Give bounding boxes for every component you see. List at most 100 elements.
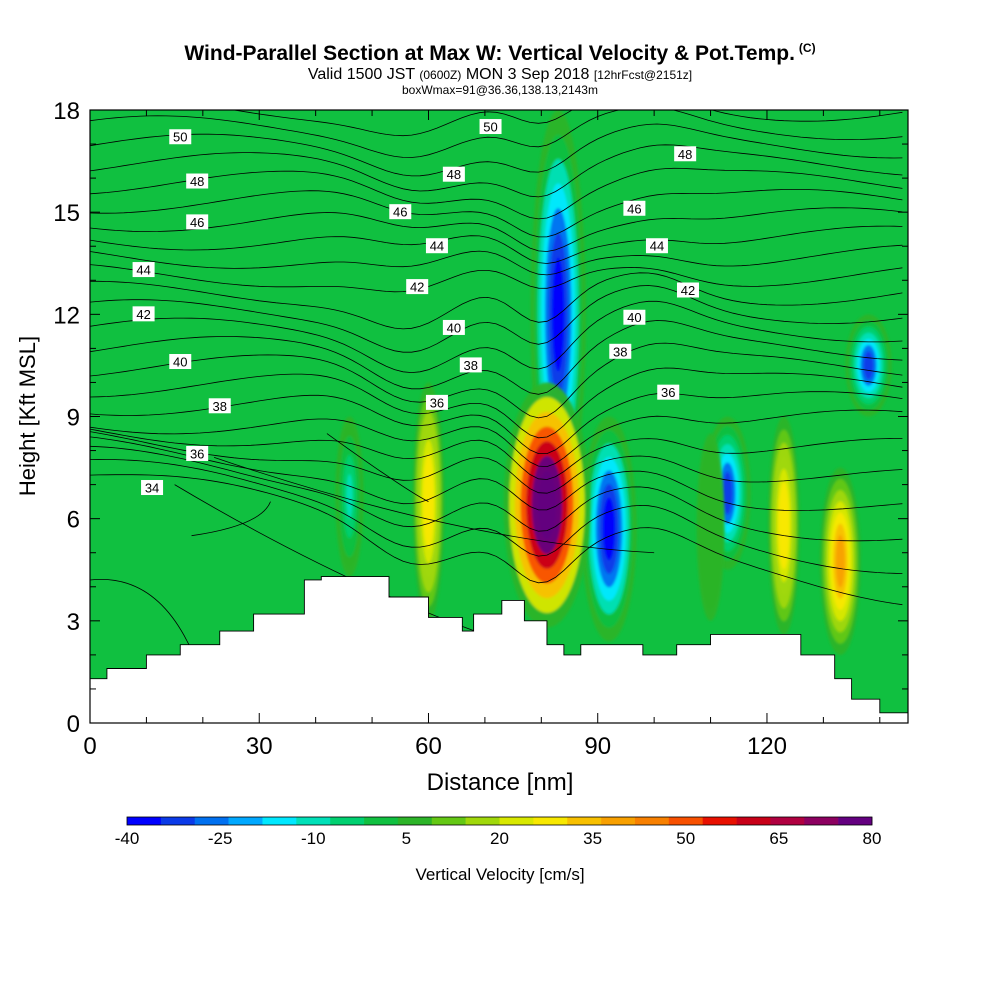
- theta-label-text: 36: [430, 395, 444, 410]
- x-tick-label: 30: [246, 733, 273, 760]
- theta-label-text: 44: [136, 263, 150, 278]
- colorbar-swatch: [533, 817, 568, 825]
- box-wmax-info: boxWmax=91@36.36,138.13,2143m: [402, 83, 598, 97]
- downdraft-0: [335, 416, 364, 577]
- theta-label-8: 50: [169, 129, 192, 145]
- theta-contour-16: [90, 225, 903, 264]
- chart-subtitle: Valid 1500 JST (0600Z) MON 3 Sep 2018 [1…: [0, 66, 1000, 84]
- colorbar-swatch: [770, 817, 805, 825]
- theta-label-bg: [442, 319, 465, 335]
- downdraft-2: [581, 416, 637, 642]
- theta-label-19: 44: [645, 238, 668, 254]
- theta-label-text: 36: [661, 385, 675, 400]
- theta-label-text: 48: [190, 174, 204, 189]
- theta-contour-19: [90, 167, 903, 220]
- colorbar: -40 -25 -10 5 20 35 50 65 80: [115, 816, 882, 848]
- theta-label-3: 40: [169, 354, 192, 370]
- theta-label-5: 44: [132, 262, 155, 278]
- theta-label-bg: [676, 282, 699, 298]
- theta-label-bg: [479, 119, 502, 135]
- theta-label-text: 50: [173, 130, 187, 145]
- theta-contour-13: [90, 272, 903, 330]
- theta-label-23: 36: [657, 384, 680, 400]
- colorbar-swatch: [431, 817, 466, 825]
- theta-label-12: 44: [425, 238, 448, 254]
- theta-label-2: 38: [208, 398, 231, 414]
- theta-label-text: 48: [447, 167, 461, 182]
- theta-label-7: 48: [186, 173, 209, 189]
- theta-label-bg: [186, 173, 209, 189]
- theta-label-6: 46: [186, 214, 209, 230]
- theta-label-text: 50: [483, 120, 497, 135]
- colorbar-swatch: [499, 817, 534, 825]
- y-tick-label: 15: [53, 200, 80, 227]
- theta-contour-2: [90, 445, 903, 542]
- theta-contour-22: [90, 110, 903, 158]
- x-axis-label: Distance [nm]: [427, 769, 574, 796]
- terrain: [90, 576, 908, 723]
- theta-label-text: 38: [613, 344, 627, 359]
- theta-label-1: 36: [186, 445, 209, 461]
- terrain-profile: [90, 576, 908, 723]
- colorbar-swatch: [330, 817, 365, 825]
- theta-label-bg: [186, 214, 209, 230]
- updraft-4: [819, 467, 861, 655]
- theta-label-bg: [623, 309, 646, 325]
- updraft-2-level-6: [707, 500, 714, 554]
- theta-label-0: 34: [141, 480, 164, 496]
- theta-contour-14: [90, 264, 903, 293]
- theta-label-text: 42: [681, 283, 695, 298]
- theta-label-text: 40: [627, 310, 641, 325]
- theta-label-bg: [141, 480, 164, 496]
- colorbar-swatch: [228, 817, 263, 825]
- theta-label-bg: [442, 166, 465, 182]
- theta-label-text: 38: [464, 358, 478, 373]
- theta-label-text: 38: [213, 399, 227, 414]
- theta-contour-1: [90, 458, 903, 574]
- theta-label-18: 46: [623, 200, 646, 216]
- colorbar-tick-label: 80: [863, 829, 882, 848]
- theta-label-bg: [169, 354, 192, 370]
- colorbar-swatch: [668, 817, 703, 825]
- colorbar-tick-label: -10: [301, 829, 326, 848]
- utc-time: (0600Z): [419, 68, 462, 82]
- colorbar-tick-label: 35: [583, 829, 602, 848]
- updraft-0-level-6: [424, 468, 432, 536]
- colorbar-swatch: [634, 817, 670, 825]
- colorbar-swatch: [736, 817, 771, 825]
- x-tick-label: 60: [415, 733, 442, 760]
- colorbar-swatch: [262, 817, 297, 825]
- theta-label-text: 40: [447, 320, 461, 335]
- chart-title-block: Wind-Parallel Section at Max W: Vertical…: [0, 36, 1000, 97]
- theta-label-bg: [657, 384, 680, 400]
- colorbar-swatch: [364, 817, 399, 825]
- theta-contour-low-3: [213, 456, 655, 554]
- downdraft-2-level-6: [602, 497, 616, 561]
- y-tick-label: 18: [53, 98, 80, 125]
- theta-label-text: 48: [678, 147, 692, 162]
- updraft-1: [503, 382, 591, 628]
- theta-contour-8: [90, 367, 903, 439]
- valid-date: MON 3 Sep 2018: [465, 66, 590, 83]
- theta-label-text: 42: [410, 280, 424, 295]
- theta-label-13: 42: [406, 279, 429, 295]
- colorbar-swatch: [397, 817, 433, 825]
- theta-label-bg: [425, 394, 448, 410]
- updraft-1-level-6: [537, 470, 557, 540]
- theta-label-bg: [623, 200, 646, 216]
- y-tick-label: 12: [53, 302, 80, 329]
- colorbar-swatch: [601, 817, 636, 825]
- downdraft-4: [845, 314, 892, 417]
- theta-label-text: 44: [430, 239, 444, 254]
- colorbar-swatch: [160, 817, 196, 825]
- velocity-field: [335, 110, 892, 655]
- plot-area: 34 36 38 40 42 44 46 48 50 50 48 46 44 42 40 38 36 48 46 44…: [90, 110, 908, 723]
- theta-contour-17: [90, 207, 903, 252]
- theta-contour-20: [90, 144, 903, 198]
- colorbar-tick-label: 65: [769, 829, 788, 848]
- theta-label-bg: [169, 129, 192, 145]
- theta-label-text: 46: [190, 215, 204, 230]
- theta-label-4: 42: [132, 306, 155, 322]
- theta-label-14: 40: [442, 319, 465, 335]
- theta-contour-9: [90, 342, 903, 419]
